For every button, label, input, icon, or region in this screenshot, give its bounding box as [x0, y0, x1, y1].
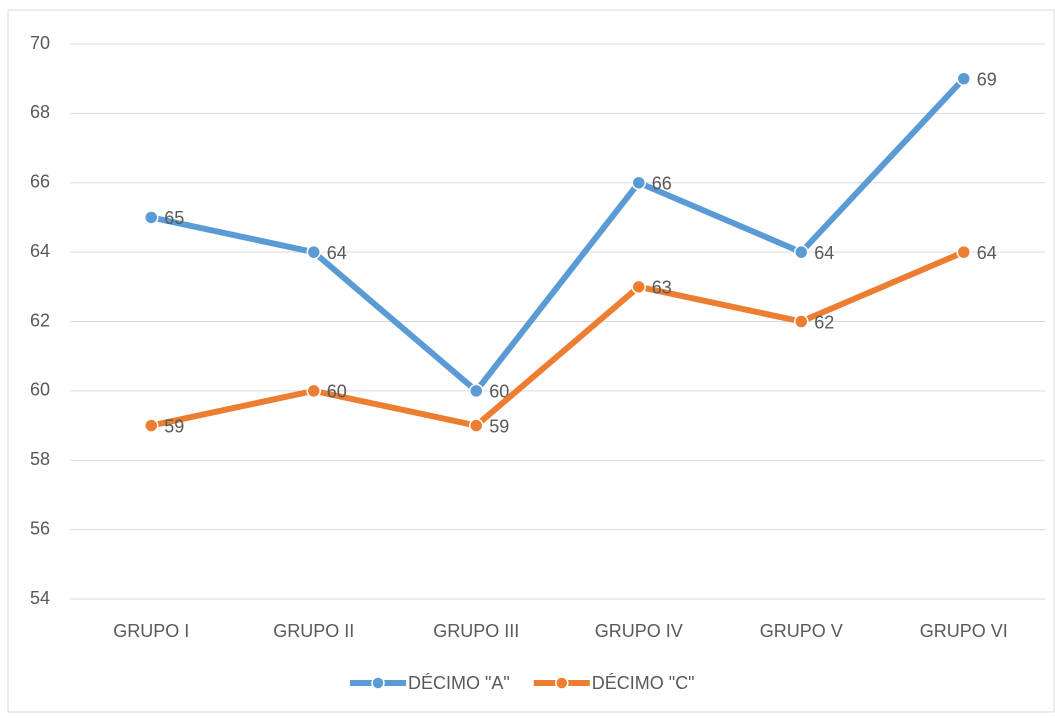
legend-marker [555, 676, 569, 690]
data-label: 66 [652, 174, 672, 194]
x-tick-label: GRUPO V [760, 621, 843, 641]
marker [306, 244, 321, 260]
data-label: 59 [164, 416, 184, 436]
chart-frame [7, 9, 1055, 713]
marker [306, 383, 321, 399]
marker [144, 210, 159, 225]
marker [469, 383, 484, 399]
data-label: 60 [327, 382, 347, 402]
legend-marker [371, 676, 385, 690]
legend-label: DÉCIMO "A" [408, 673, 510, 693]
data-label: 59 [489, 416, 509, 436]
y-tick-label: 54 [30, 588, 50, 608]
y-tick-label: 62 [30, 310, 50, 330]
x-tick-label: GRUPO IV [595, 621, 683, 641]
marker [956, 244, 971, 260]
series-line [148, 75, 967, 394]
data-label: 64 [977, 243, 997, 263]
data-label: 69 [977, 69, 997, 89]
x-tick-label: GRUPO III [433, 621, 519, 641]
y-tick-label: 66 [30, 172, 50, 192]
data-label: 62 [814, 312, 834, 332]
y-tick-label: 58 [30, 449, 50, 469]
marker [631, 279, 646, 295]
y-tick-label: 68 [30, 102, 50, 122]
y-tick-label: 60 [30, 380, 50, 400]
series-line [148, 249, 967, 429]
data-label: 64 [327, 243, 347, 263]
marker [144, 418, 159, 433]
x-tick-label: GRUPO I [113, 621, 189, 641]
marker [631, 175, 646, 190]
y-tick-label: 64 [30, 241, 50, 261]
data-label: 64 [814, 243, 834, 263]
legend-label: DÉCIMO "C" [592, 673, 695, 693]
data-label: 65 [164, 208, 184, 228]
marker [794, 244, 809, 260]
x-tick-label: GRUPO II [273, 621, 354, 641]
y-tick-label: 56 [30, 518, 50, 538]
marker [469, 418, 484, 433]
marker [794, 314, 809, 329]
x-tick-label: GRUPO VI [920, 621, 1008, 641]
data-label: 60 [489, 382, 509, 402]
y-tick-label: 70 [30, 33, 50, 53]
marker [956, 71, 971, 86]
data-label: 63 [652, 278, 672, 298]
